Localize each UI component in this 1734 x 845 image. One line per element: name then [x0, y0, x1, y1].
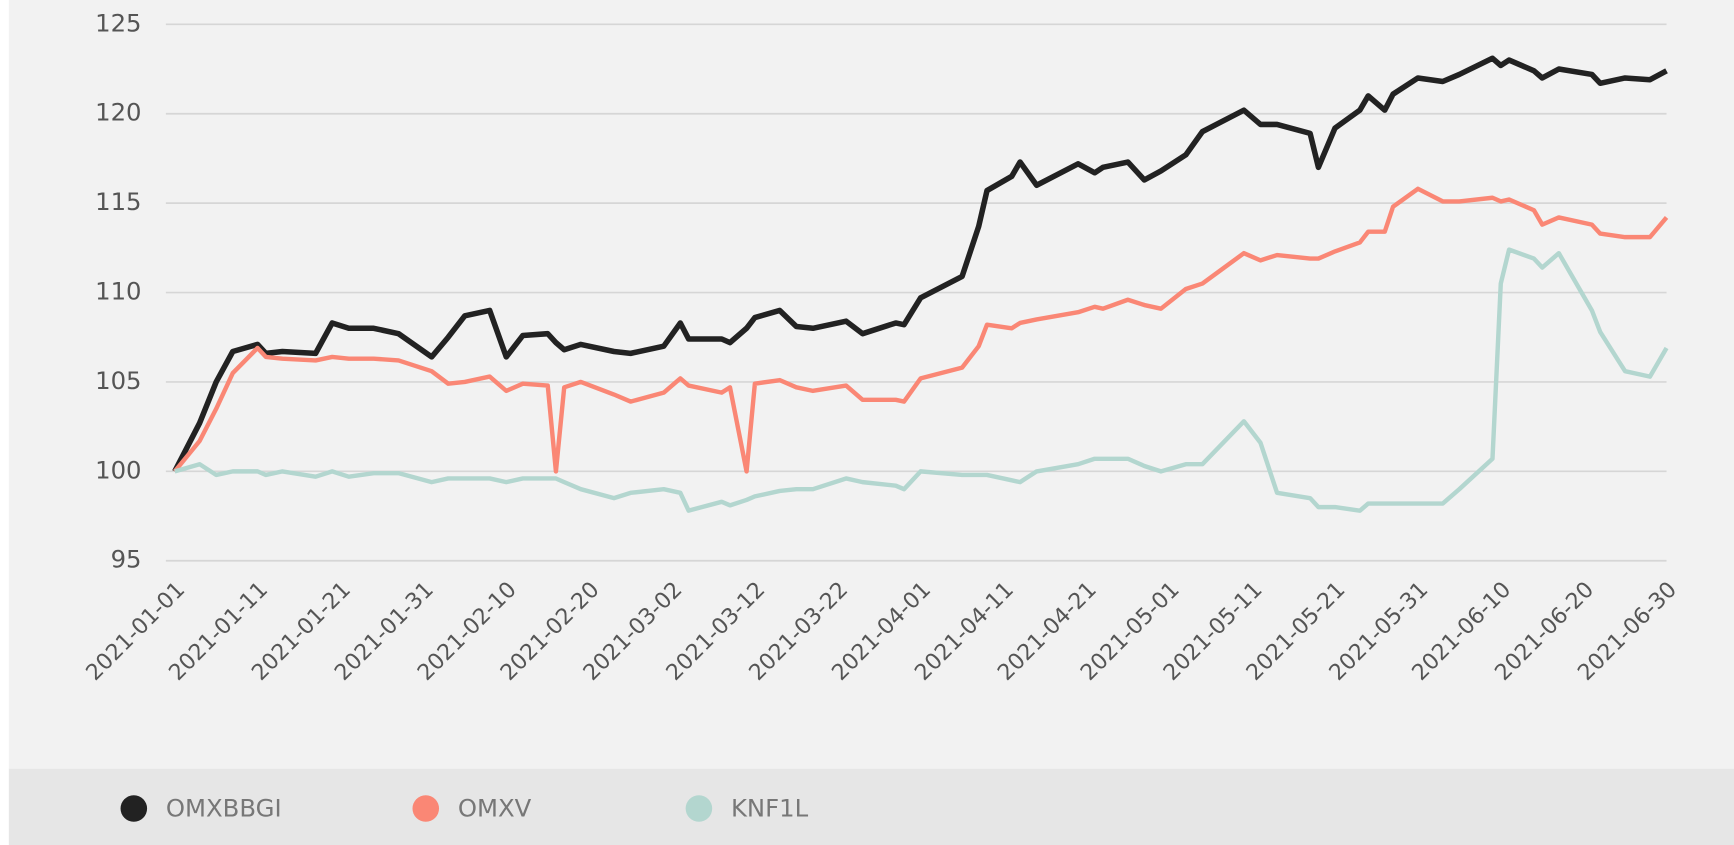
- y-tick-label: 115: [95, 187, 141, 216]
- legend-label: OMXV: [458, 794, 532, 823]
- y-tick-label: 120: [95, 98, 141, 127]
- legend-marker: [412, 795, 440, 822]
- legend-marker: [685, 795, 713, 822]
- series-line: [174, 247, 1669, 513]
- y-tick-label: 110: [95, 277, 141, 306]
- series-line: [173, 186, 1669, 474]
- y-tick-label: 95: [111, 545, 142, 574]
- y-tick-label: 125: [95, 8, 141, 37]
- legend-background: [8, 768, 1734, 845]
- y-tick-label: 100: [95, 455, 141, 484]
- plot-background: [8, 0, 1734, 769]
- legend-label: OMXBBGI: [166, 794, 282, 823]
- legend-label: KNF1L: [731, 794, 809, 823]
- series-line: [172, 55, 1668, 473]
- y-tick-label: 105: [95, 366, 141, 395]
- legend-marker: [120, 795, 148, 822]
